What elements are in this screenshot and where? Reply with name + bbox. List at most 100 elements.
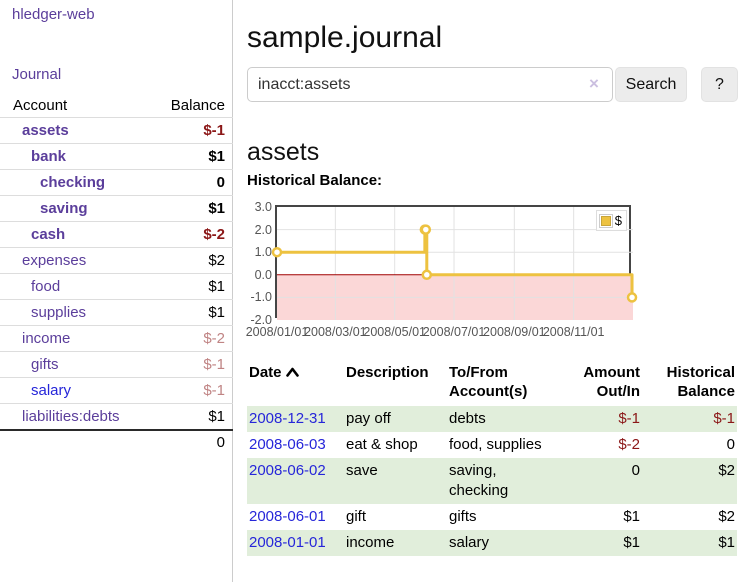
transaction-row: 2008-01-01 income salary $1 $1: [247, 530, 737, 556]
account-row: gifts $-1: [0, 351, 233, 377]
x-axis-label: 2008/09/01: [483, 325, 546, 339]
account-link[interactable]: salary: [31, 382, 72, 399]
series-swatch-icon: [598, 213, 613, 228]
accounts-total-value: 0: [216, 434, 225, 451]
transaction-accounts: gifts: [449, 508, 477, 525]
transaction-amount: $1: [623, 534, 640, 551]
account-row: expenses $2: [0, 247, 233, 273]
accounts-header: Account Balance: [0, 97, 233, 117]
account-row: liabilities:debts $1: [0, 403, 233, 429]
x-axis-label: 2008/05/01: [363, 325, 426, 339]
account-balance: $1: [208, 278, 225, 295]
account-row: food $1: [0, 273, 233, 299]
sidebar-item-journal[interactable]: Journal: [12, 66, 62, 83]
account-link[interactable]: supplies: [31, 304, 87, 321]
column-header-description: Description: [346, 364, 429, 381]
transaction-date-cell: 2008-06-03: [247, 432, 344, 458]
sidebar: hledger-web Journal Account Balance asse…: [0, 0, 233, 582]
transaction-accounts: saving, checking: [449, 462, 509, 499]
transaction-accounts: salary: [449, 534, 490, 551]
help-button[interactable]: ?: [701, 67, 738, 102]
y-axis-label: -2.0: [250, 313, 272, 327]
account-link[interactable]: checking: [40, 174, 106, 191]
account-link[interactable]: liabilities:debts: [22, 408, 120, 425]
account-balance: $-1: [203, 122, 225, 139]
transaction-amount: $-1: [618, 410, 640, 427]
data-point-marker: [421, 269, 433, 281]
account-link[interactable]: gifts: [31, 356, 59, 373]
column-header-date-label: Date: [249, 364, 282, 381]
y-axis-label: 0.0: [254, 267, 272, 282]
column-header-balance: Historical Balance: [666, 364, 735, 400]
transaction-balance: $-1: [713, 410, 735, 427]
current-account-heading: assets: [247, 137, 320, 166]
x-axis-label: 2008/03/01: [304, 325, 367, 339]
transaction-description: save: [346, 462, 378, 479]
account-link[interactable]: income: [22, 330, 71, 347]
transaction-date-link[interactable]: 2008-12-31: [249, 410, 326, 427]
transaction-date-cell: 2008-06-01: [247, 504, 344, 530]
x-axis-label: 2008/01/01: [245, 325, 309, 339]
transaction-balance: 0: [726, 436, 735, 453]
account-balance: $-2: [203, 330, 225, 347]
page-title: sample.journal: [247, 21, 443, 55]
transaction-balance: $2: [718, 462, 735, 479]
account-row: income $-2: [0, 325, 233, 351]
accounts-total-row: 0: [0, 429, 233, 454]
account-link[interactable]: food: [31, 278, 61, 295]
account-link[interactable]: assets: [22, 122, 69, 139]
account-link[interactable]: saving: [40, 200, 88, 217]
search-input[interactable]: [247, 67, 613, 102]
app-brand-link[interactable]: hledger-web: [12, 6, 95, 23]
transaction-row: 2008-06-01 gift gifts $1 $2: [247, 504, 737, 530]
account-balance: $1: [208, 408, 225, 425]
transaction-description: eat & shop: [346, 436, 418, 453]
transaction-date-link[interactable]: 2008-06-03: [249, 436, 326, 453]
register-table: Date Description To/From Account(s) Amou…: [247, 362, 737, 556]
account-balance: $2: [208, 252, 225, 269]
account-link[interactable]: expenses: [22, 252, 87, 269]
account-row: checking 0: [0, 169, 233, 195]
transaction-amount: $-2: [618, 436, 640, 453]
account-row: bank $1: [0, 143, 233, 169]
transaction-date-cell: 2008-01-01: [247, 530, 344, 556]
account-row: saving $1: [0, 195, 233, 221]
transaction-description: income: [346, 534, 395, 551]
transaction-date-link[interactable]: 2008-06-02: [249, 462, 326, 479]
register-body: 2008-12-31 pay off debts $-1 $-1 2008-06-03 ea…: [247, 406, 737, 556]
transaction-row: 2008-06-03 eat & shop food, supplies $-2 0: [247, 432, 737, 458]
transaction-amount: 0: [631, 462, 640, 479]
account-link[interactable]: bank: [31, 148, 67, 165]
chart-plot-area: $: [271, 205, 638, 320]
chart-title: Historical Balance:: [247, 172, 383, 189]
transaction-balance: $2: [718, 508, 735, 525]
y-axis-label: 1.0: [254, 245, 272, 260]
transaction-date-link[interactable]: 2008-06-01: [249, 508, 326, 525]
account-row: cash $-2: [0, 221, 233, 247]
account-balance: $-1: [203, 382, 225, 399]
account-balance: $-2: [203, 226, 225, 243]
register-header-row: Date Description To/From Account(s) Amou…: [247, 362, 737, 406]
transaction-accounts: debts: [449, 410, 486, 427]
series-label: $: [614, 213, 622, 228]
y-axis-label: 2.0: [254, 222, 272, 237]
transaction-date-link[interactable]: 2008-01-01: [249, 534, 326, 551]
transaction-balance: $1: [718, 534, 735, 551]
y-axis-label: -1.0: [250, 290, 272, 305]
accounts-header-balance: Balance: [170, 97, 225, 114]
data-point-marker: [626, 292, 638, 303]
data-point-marker: [271, 246, 283, 258]
search-button[interactable]: Search: [615, 67, 687, 102]
x-axis-label: 2008/07/01: [422, 325, 486, 339]
accounts-header-account: Account: [13, 97, 68, 114]
account-balance: $1: [208, 148, 225, 165]
transaction-date-cell: 2008-06-02: [247, 458, 344, 504]
x-axis-label: 2008/11/01: [542, 325, 605, 339]
account-balance: $1: [208, 304, 225, 321]
account-link[interactable]: cash: [31, 226, 66, 243]
column-header-date[interactable]: Date: [247, 362, 344, 406]
balance-chart: $ 2008/01/01 2008/03/01 2008/05/01 2008/07/…: [239, 200, 641, 347]
account-balance: $1: [208, 200, 225, 217]
clear-search-icon[interactable]: ×: [589, 74, 599, 93]
y-axis-label: 3.0: [254, 200, 272, 214]
